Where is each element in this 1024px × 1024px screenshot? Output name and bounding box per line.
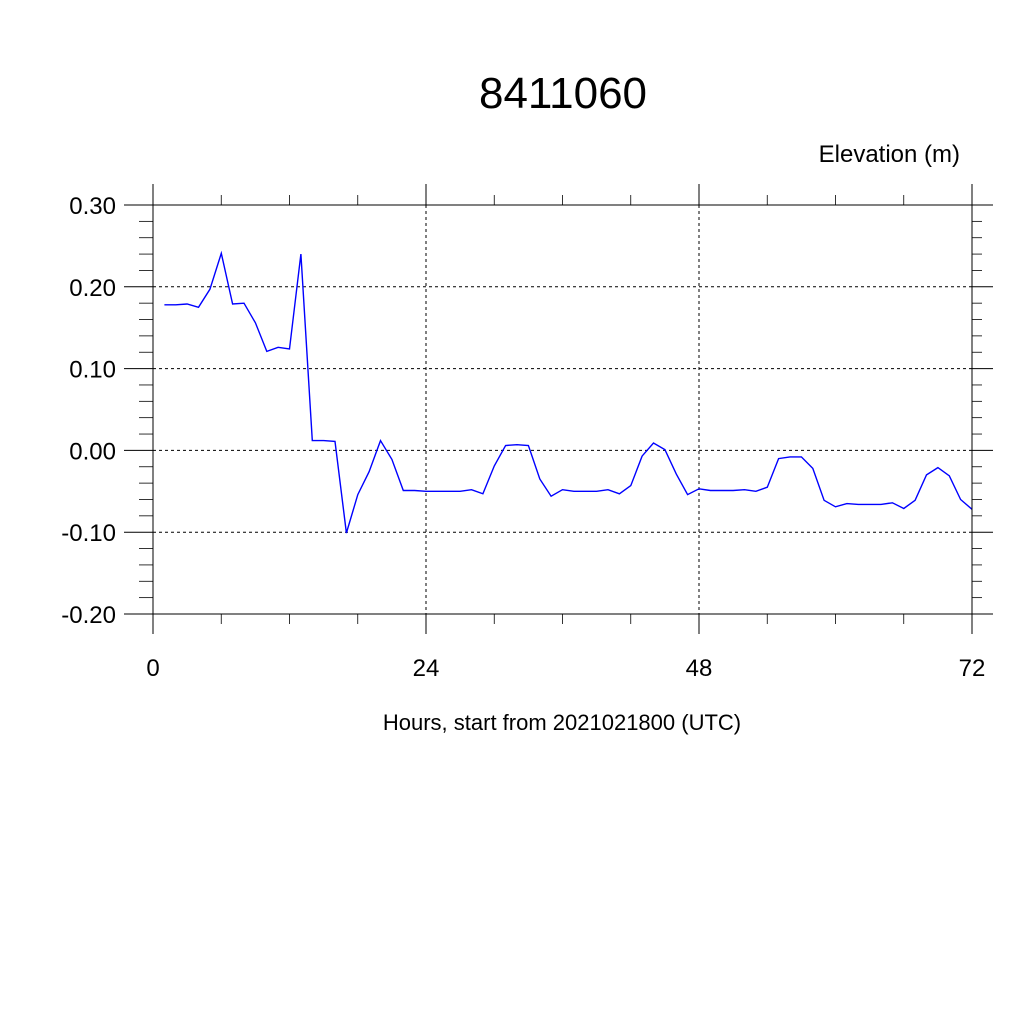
chart-title: 8411060	[479, 69, 647, 118]
x-tick-label: 48	[686, 655, 713, 682]
series-line	[164, 250, 973, 534]
y-tick-label: -0.10	[61, 520, 116, 547]
series-group	[164, 250, 973, 534]
y-tick-label: -0.20	[61, 602, 116, 629]
plot-frame	[152, 204, 973, 615]
x-tick-labels: 0 24 48 72	[146, 655, 985, 682]
x-tick-label: 72	[959, 655, 986, 682]
y-tick-labels: -0.20 -0.10 0.00 0.10 0.20 0.30	[61, 193, 116, 629]
axis-ticks	[124, 184, 993, 634]
x-tick-label: 24	[413, 655, 440, 682]
y-tick-label: 0.10	[69, 357, 116, 384]
x-axis-label: Hours, start from 2021021800 (UTC)	[383, 710, 741, 735]
grid-lines	[152, 204, 973, 615]
y-tick-label: 0.00	[69, 438, 116, 465]
x-tick-label: 0	[146, 655, 159, 682]
y-tick-label: 0.20	[69, 275, 116, 302]
unit-label: Elevation (m)	[819, 141, 960, 168]
y-tick-label: 0.30	[69, 193, 116, 220]
